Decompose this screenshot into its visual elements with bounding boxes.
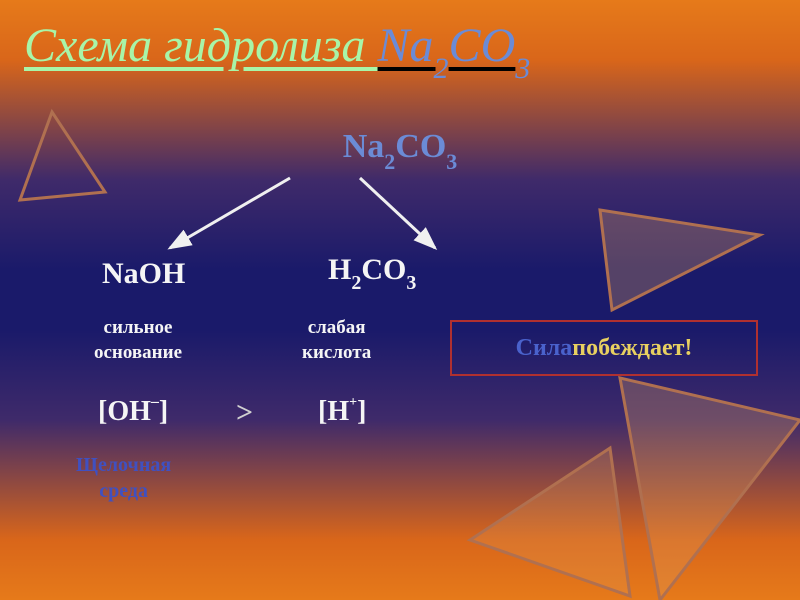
desc-strong-base: сильноеоснование xyxy=(94,316,182,365)
split-arrows xyxy=(0,0,800,600)
product-base: NaOH xyxy=(102,257,185,291)
title-text: Схема гидролиза xyxy=(24,19,378,72)
comparison-operator: > xyxy=(236,396,253,430)
environment-label: Щелочнаясреда xyxy=(76,452,171,504)
center-formula: Na2CO3 xyxy=(343,128,458,171)
title-formula: Na2CO3 xyxy=(378,19,531,72)
callout-text-1: Сила xyxy=(516,335,573,362)
conc-hydroxide: [OH–] xyxy=(98,396,168,428)
conc-hydrogen: [H+] xyxy=(318,396,366,428)
slide-title: Схема гидролиза Na2CO3 xyxy=(24,18,530,80)
callout-text-2: побеждает! xyxy=(572,335,692,362)
callout-box: Сила побеждает! xyxy=(450,320,758,376)
desc-weak-acid: слабаякислота xyxy=(302,316,371,365)
product-acid: H2CO3 xyxy=(328,253,416,292)
